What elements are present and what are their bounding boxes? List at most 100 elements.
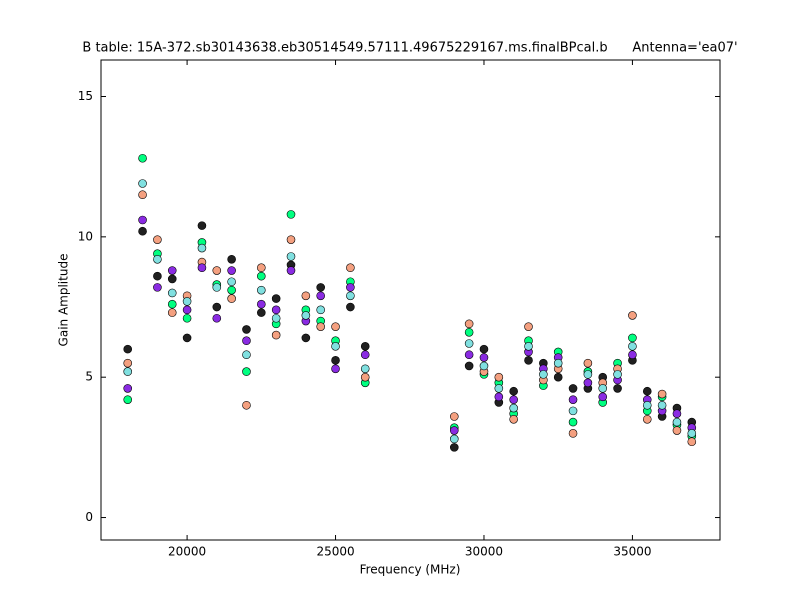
data-point	[464, 361, 474, 371]
data-point	[123, 367, 133, 376]
data-point	[464, 339, 474, 348]
data-point	[316, 283, 325, 292]
data-point	[197, 243, 207, 253]
data-point	[301, 333, 311, 343]
data-point	[212, 266, 222, 275]
data-point	[509, 395, 518, 404]
data-point	[153, 271, 162, 281]
data-point	[153, 254, 162, 264]
data-point	[642, 386, 652, 396]
data-point	[212, 313, 222, 323]
data-point	[449, 443, 459, 452]
x-tick-label: 20000	[168, 545, 206, 559]
data-point	[464, 319, 474, 329]
data-point	[242, 325, 251, 334]
data-point	[227, 254, 236, 264]
data-point	[568, 384, 578, 393]
y-tick-label: 0	[85, 510, 93, 524]
data-point	[286, 266, 296, 275]
data-point	[227, 266, 236, 275]
data-point	[182, 305, 192, 315]
data-point	[271, 305, 281, 315]
data-point	[449, 434, 459, 444]
data-point	[360, 372, 370, 382]
y-axis-label: Gain Amplitude	[57, 254, 71, 347]
data-point	[227, 285, 236, 295]
plot-frame	[100, 59, 721, 541]
data-point	[598, 384, 608, 393]
data-point	[257, 263, 266, 273]
data-point	[212, 283, 222, 292]
data-point	[138, 190, 147, 200]
data-point	[568, 406, 578, 416]
data-point	[331, 364, 340, 374]
data-point	[346, 283, 355, 292]
data-point	[479, 361, 489, 371]
data-point	[360, 342, 370, 351]
x-axis-label: Frequency (MHz)	[360, 563, 461, 577]
data-point	[123, 384, 133, 393]
data-point	[167, 288, 177, 298]
data-point	[464, 327, 474, 337]
data-point	[153, 283, 162, 292]
data-point	[271, 330, 281, 340]
data-point	[583, 378, 593, 388]
x-tick-label: 30000	[465, 545, 503, 559]
data-point	[286, 210, 296, 219]
data-point	[271, 294, 281, 303]
data-point	[286, 235, 296, 244]
data-point	[628, 333, 637, 343]
data-point	[672, 417, 682, 427]
data-point	[138, 215, 147, 225]
data-point	[316, 322, 325, 331]
data-point	[242, 367, 251, 376]
data-point	[583, 358, 593, 368]
data-point	[628, 350, 637, 360]
data-point	[346, 263, 355, 273]
data-point	[182, 333, 192, 343]
x-tick-label: 25000	[316, 545, 354, 559]
data-point	[494, 372, 504, 382]
data-point	[642, 400, 652, 410]
data-point	[138, 153, 147, 163]
data-point	[509, 403, 518, 413]
data-point	[687, 437, 697, 447]
data-point	[539, 370, 548, 379]
data-point	[449, 426, 459, 435]
data-point	[301, 311, 311, 320]
data-point	[301, 291, 311, 301]
data-point	[598, 392, 608, 402]
data-point	[346, 291, 355, 301]
data-point	[167, 274, 177, 284]
data-point	[316, 305, 325, 315]
y-tick-label: 15	[78, 89, 93, 103]
data-point	[182, 313, 192, 323]
data-point	[524, 342, 533, 351]
data-point	[212, 302, 222, 312]
data-point	[568, 395, 578, 404]
data-point	[138, 179, 147, 188]
data-point	[242, 350, 251, 360]
data-point	[642, 414, 652, 424]
data-point	[242, 400, 251, 410]
data-point	[449, 412, 459, 421]
data-point	[316, 291, 325, 301]
data-point	[331, 356, 340, 365]
data-point	[657, 400, 667, 410]
data-point	[613, 370, 622, 379]
data-point	[479, 353, 489, 362]
data-point	[182, 297, 192, 306]
data-point	[167, 308, 177, 317]
data-point	[613, 384, 622, 393]
data-point	[672, 426, 682, 435]
data-point	[360, 364, 370, 374]
data-point	[271, 313, 281, 323]
chart-title: B table: 15A-372.sb30143638.eb30514549.5…	[82, 41, 737, 56]
y-tick-label: 5	[85, 370, 93, 384]
data-point	[286, 252, 296, 261]
data-point	[360, 350, 370, 360]
x-tick-label: 35000	[613, 545, 651, 559]
data-point	[568, 417, 578, 427]
